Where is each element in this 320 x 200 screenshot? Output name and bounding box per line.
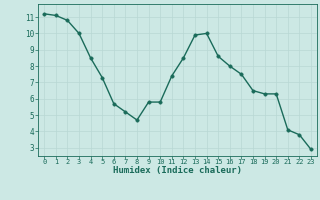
X-axis label: Humidex (Indice chaleur): Humidex (Indice chaleur) [113, 166, 242, 175]
